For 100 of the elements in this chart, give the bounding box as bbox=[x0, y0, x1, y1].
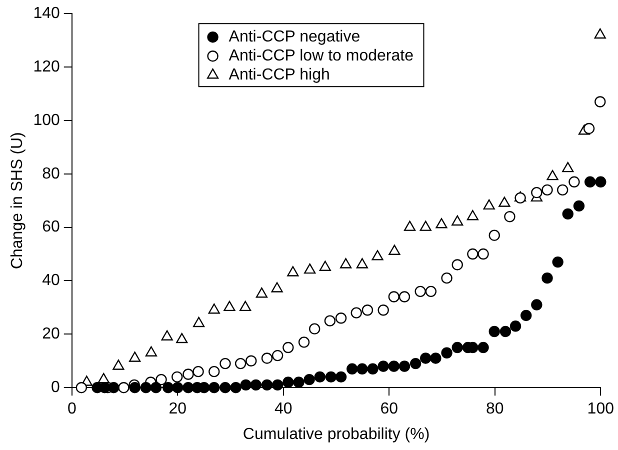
point bbox=[483, 199, 495, 210]
point bbox=[287, 266, 299, 276]
point bbox=[182, 368, 194, 380]
point bbox=[420, 352, 432, 364]
point bbox=[573, 200, 585, 212]
point bbox=[271, 282, 283, 292]
point bbox=[272, 350, 284, 362]
point bbox=[314, 371, 326, 383]
point bbox=[441, 272, 452, 284]
point bbox=[161, 330, 173, 340]
point bbox=[425, 286, 437, 298]
point bbox=[234, 358, 246, 370]
y-tick-label: 120 bbox=[33, 58, 60, 76]
point bbox=[436, 218, 448, 228]
point bbox=[172, 371, 183, 383]
x-axis-title: Cumulative probability (%) bbox=[242, 426, 430, 443]
point bbox=[99, 382, 110, 394]
point bbox=[230, 382, 242, 394]
point bbox=[224, 300, 236, 312]
point bbox=[304, 374, 315, 386]
point bbox=[500, 326, 512, 338]
point bbox=[478, 342, 489, 354]
point bbox=[556, 184, 568, 196]
point bbox=[367, 363, 378, 374]
point bbox=[208, 382, 220, 394]
point bbox=[272, 379, 284, 391]
point bbox=[118, 382, 130, 394]
point bbox=[410, 358, 422, 370]
point bbox=[193, 316, 205, 328]
point bbox=[378, 360, 389, 372]
point bbox=[350, 307, 362, 318]
point bbox=[293, 376, 304, 388]
point bbox=[466, 210, 478, 220]
point bbox=[452, 342, 463, 354]
point bbox=[308, 323, 320, 334]
legend-label: Anti-CCP negative bbox=[228, 28, 360, 46]
point bbox=[452, 259, 463, 270]
point bbox=[112, 360, 124, 370]
point bbox=[156, 374, 167, 386]
point bbox=[335, 371, 347, 383]
point bbox=[208, 366, 220, 378]
point bbox=[172, 382, 184, 394]
point bbox=[220, 382, 231, 394]
point bbox=[510, 320, 522, 332]
point bbox=[542, 272, 553, 284]
point bbox=[498, 196, 510, 207]
point bbox=[340, 258, 352, 268]
point bbox=[298, 336, 310, 348]
point bbox=[414, 286, 426, 298]
point bbox=[362, 304, 374, 316]
point bbox=[562, 208, 574, 220]
point bbox=[531, 299, 542, 310]
point bbox=[531, 186, 542, 198]
point bbox=[378, 304, 389, 316]
point bbox=[325, 371, 337, 383]
point bbox=[441, 347, 452, 358]
point bbox=[568, 176, 580, 188]
point bbox=[583, 122, 595, 134]
point bbox=[261, 352, 273, 364]
point bbox=[108, 382, 120, 394]
point bbox=[562, 162, 574, 172]
point bbox=[335, 312, 347, 324]
point bbox=[398, 360, 410, 372]
y-tick-label: 80 bbox=[42, 165, 60, 182]
point bbox=[388, 291, 400, 302]
point bbox=[76, 382, 88, 394]
point bbox=[388, 244, 400, 255]
x-tick-label: 40 bbox=[274, 400, 292, 418]
point bbox=[240, 379, 252, 391]
point bbox=[176, 332, 188, 344]
point bbox=[542, 184, 553, 196]
point bbox=[420, 220, 432, 231]
point bbox=[467, 248, 478, 260]
point bbox=[129, 352, 141, 362]
point bbox=[520, 310, 532, 322]
x-tick-label: 80 bbox=[486, 400, 504, 418]
legend-label: Anti-CCP low to moderate bbox=[228, 48, 414, 65]
y-tick-label: 60 bbox=[42, 218, 60, 236]
point bbox=[388, 360, 400, 372]
point bbox=[246, 355, 257, 366]
point bbox=[404, 220, 416, 231]
x-tick-label: 0 bbox=[67, 400, 76, 418]
point bbox=[220, 358, 231, 370]
point bbox=[372, 250, 384, 260]
point bbox=[595, 176, 606, 188]
point bbox=[346, 363, 358, 374]
point bbox=[240, 300, 252, 312]
point bbox=[488, 230, 500, 241]
point bbox=[250, 379, 262, 391]
point bbox=[192, 366, 204, 378]
point bbox=[430, 352, 442, 364]
point bbox=[319, 260, 331, 271]
point bbox=[478, 248, 489, 260]
y-tick-label: 20 bbox=[42, 326, 60, 343]
point bbox=[304, 263, 316, 274]
point bbox=[162, 382, 174, 394]
point bbox=[594, 96, 606, 108]
point bbox=[504, 211, 516, 222]
y-axis-title: Change in SHS (U) bbox=[9, 132, 26, 270]
point bbox=[546, 170, 558, 180]
